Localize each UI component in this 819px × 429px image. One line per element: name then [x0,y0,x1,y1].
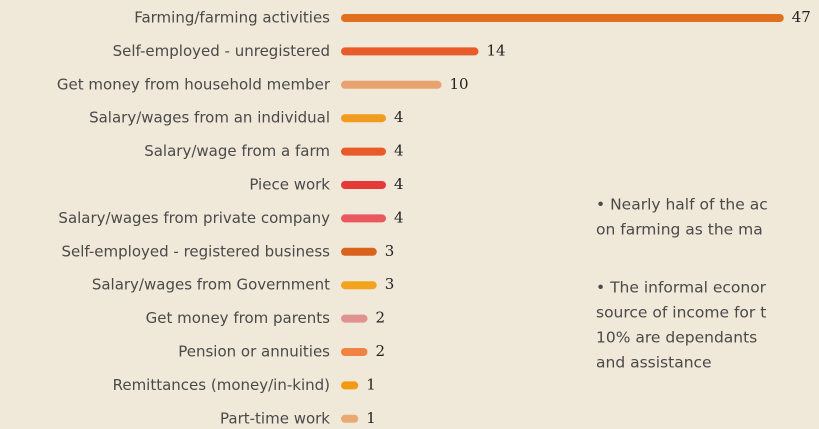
category-label: Salary/wages from Government [92,276,330,294]
value-label: 14 [487,41,506,59]
value-label: 2 [376,309,386,327]
annotation: 10% are dependants [596,329,757,347]
category-label: Piece work [249,176,330,194]
value-label: 1 [366,409,376,427]
value-label: 4 [394,108,404,126]
value-label: 4 [394,142,404,160]
value-label: 1 [366,375,376,393]
annotation: on farming as the ma [596,221,763,239]
annotation: and assistance [596,354,712,372]
category-label: Farming/farming activities [134,9,330,27]
value-label: 3 [385,242,395,260]
category-label: Salary/wage from a farm [144,142,330,160]
annotation: • The informal econor [596,279,767,297]
category-label: Self-employed - unregistered [113,42,330,60]
value-label: 2 [376,342,386,360]
value-label: 4 [394,175,404,193]
annotation: • Nearly half of the ac [596,196,768,214]
annotation: source of income for t [596,304,766,322]
value-label: 10 [450,75,469,93]
category-label: Pension or annuities [178,343,330,361]
category-label: Get money from household member [57,75,331,93]
category-label: Salary/wages from private company [58,209,330,227]
category-label: Remittances (money/in-kind) [113,376,330,394]
value-label: 3 [385,275,395,293]
value-label: 4 [394,208,404,226]
category-label: Part-time work [220,409,330,427]
category-label: Get money from parents [146,309,331,327]
category-label: Salary/wages from an individual [89,109,330,127]
value-label: 47 [792,8,811,26]
category-label: Self-employed - registered business [62,242,331,260]
